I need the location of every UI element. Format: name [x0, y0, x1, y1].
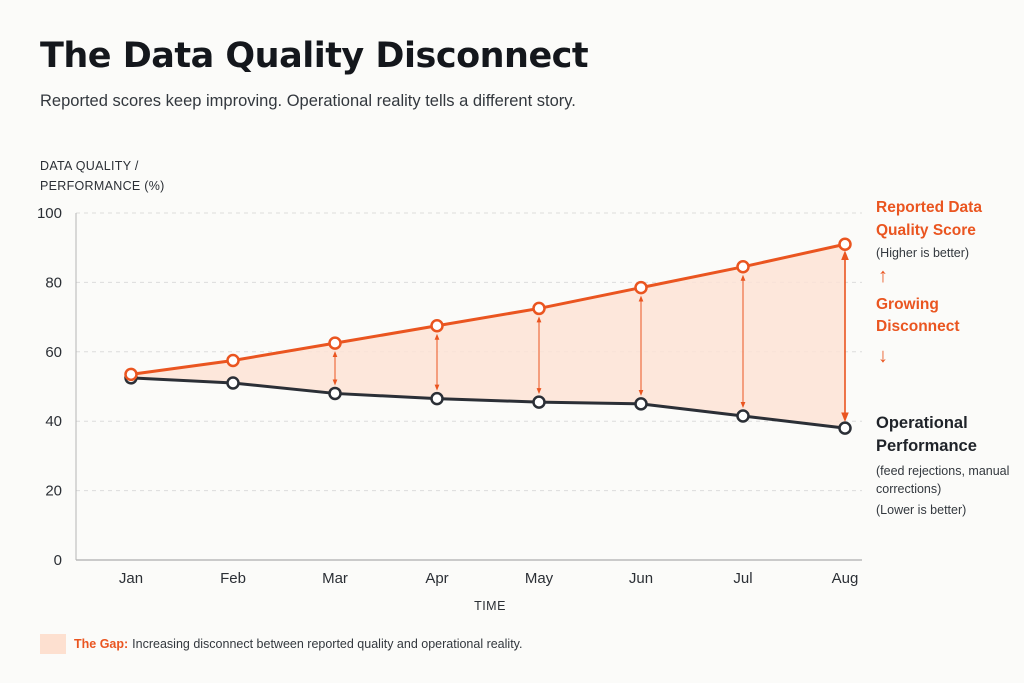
- point-reported-mar: [328, 336, 342, 350]
- y-tick-labels: 0 20 40 60 80 100: [37, 205, 62, 569]
- point-reported-jan: [124, 367, 138, 382]
- y-tick-label: 0: [54, 552, 62, 569]
- x-tick-label-jan: Jan: [119, 570, 143, 587]
- point-operational-mar: [328, 386, 342, 401]
- x-tick-label-jul: Jul: [733, 570, 752, 587]
- operational-series-note: (feed rejections, manual corrections): [876, 464, 1010, 496]
- point-reported-feb: [226, 353, 240, 368]
- operational-series-note-lower: (Lower is better): [876, 503, 967, 517]
- x-tick-label-may: May: [525, 570, 554, 587]
- point-operational-aug: [838, 421, 852, 435]
- point-reported-apr: [430, 319, 444, 333]
- x-tick-label-feb: Feb: [220, 570, 246, 587]
- point-reported-may: [532, 301, 546, 316]
- x-tick-label-apr: Apr: [425, 570, 448, 587]
- chart-subtitle: Reported scores keep improving. Operatio…: [40, 92, 576, 110]
- point-reported-aug: [838, 237, 852, 251]
- point-operational-apr: [430, 391, 444, 406]
- point-reported-jun: [634, 280, 648, 295]
- point-operational-may: [532, 395, 546, 409]
- gap-legend-swatch: [40, 634, 66, 654]
- data-points: [124, 237, 852, 435]
- y-tick-label: 40: [45, 413, 62, 430]
- arrow-down-icon: ↓: [878, 345, 888, 367]
- series-line-reported: [130, 242, 846, 376]
- gap-label: Growing Disconnect: [876, 296, 960, 335]
- gap-annotation: ↑ Growing Disconnect ↓: [876, 266, 1016, 366]
- chart-title: The Data Quality Disconnect: [40, 36, 589, 76]
- series-line-operational: [130, 376, 846, 430]
- x-tick-label-jun: Jun: [629, 570, 653, 587]
- y-tick-label: 80: [45, 274, 62, 291]
- legend-text: Increasing disconnect between reported q…: [132, 637, 523, 651]
- point-operational-feb: [226, 376, 240, 390]
- point-operational-jul: [736, 409, 750, 423]
- x-tick-label-mar: Mar: [322, 570, 348, 587]
- gap-arrows: [332, 250, 849, 422]
- x-tick-label-aug: Aug: [832, 570, 859, 587]
- y-axis-label: DATA QUALITY / PERFORMANCE (%): [40, 159, 165, 193]
- gap-area: [131, 244, 845, 429]
- operational-series-annotation: Operational Performance (feed rejections…: [876, 412, 1021, 517]
- y-tick-label: 20: [45, 483, 62, 500]
- legend: The Gap: Increasing disconnect between r…: [40, 634, 522, 654]
- y-tick-label: 60: [45, 344, 62, 361]
- reported-series-label: Reported Data Quality Score: [876, 199, 982, 239]
- x-tick-labels: Jan Feb Mar Apr May Jun Jul Aug: [119, 570, 858, 587]
- reported-series-annotation: Reported Data Quality Score (Higher is b…: [876, 196, 1016, 260]
- reported-series-note: (Higher is better): [876, 246, 970, 260]
- point-operational-jun: [634, 397, 648, 411]
- legend-key: The Gap:: [74, 637, 129, 651]
- arrow-up-icon: ↑: [878, 265, 888, 287]
- y-tick-label: 100: [37, 205, 62, 222]
- operational-series-label: Operational Performance: [876, 414, 977, 455]
- x-axis-label: TIME: [474, 599, 506, 613]
- point-reported-jul: [736, 260, 750, 274]
